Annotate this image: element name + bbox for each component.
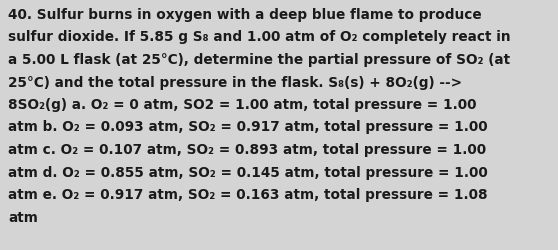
- Text: 8SO₂(g) a. O₂ = 0 atm, SO2 = 1.00 atm, total pressure = 1.00: 8SO₂(g) a. O₂ = 0 atm, SO2 = 1.00 atm, t…: [8, 98, 477, 112]
- Text: a 5.00 L flask (at 25°C), determine the partial pressure of SO₂ (at: a 5.00 L flask (at 25°C), determine the …: [8, 53, 510, 67]
- Text: atm: atm: [8, 210, 38, 224]
- Text: atm d. O₂ = 0.855 atm, SO₂ = 0.145 atm, total pressure = 1.00: atm d. O₂ = 0.855 atm, SO₂ = 0.145 atm, …: [8, 165, 488, 179]
- Text: atm b. O₂ = 0.093 atm, SO₂ = 0.917 atm, total pressure = 1.00: atm b. O₂ = 0.093 atm, SO₂ = 0.917 atm, …: [8, 120, 488, 134]
- Text: atm c. O₂ = 0.107 atm, SO₂ = 0.893 atm, total pressure = 1.00: atm c. O₂ = 0.107 atm, SO₂ = 0.893 atm, …: [8, 142, 486, 156]
- Text: 40. Sulfur burns in oxygen with a deep blue flame to produce: 40. Sulfur burns in oxygen with a deep b…: [8, 8, 482, 22]
- Text: sulfur dioxide. If 5.85 g S₈ and 1.00 atm of O₂ completely react in: sulfur dioxide. If 5.85 g S₈ and 1.00 at…: [8, 30, 511, 44]
- Text: atm e. O₂ = 0.917 atm, SO₂ = 0.163 atm, total pressure = 1.08: atm e. O₂ = 0.917 atm, SO₂ = 0.163 atm, …: [8, 187, 488, 201]
- Text: 25°C) and the total pressure in the flask. S₈(s) + 8O₂(g) -->: 25°C) and the total pressure in the flas…: [8, 75, 462, 89]
